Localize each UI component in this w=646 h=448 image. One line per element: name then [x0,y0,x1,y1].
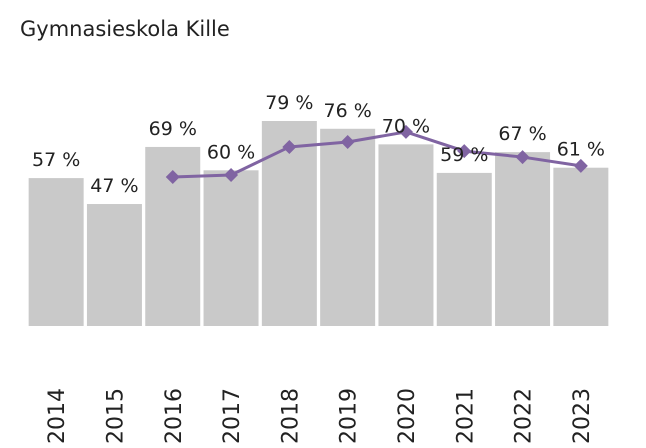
line-marker [573,158,588,173]
line-marker [515,150,530,165]
value-label: 57 % [32,149,80,171]
x-tick-label: 2021 [453,388,478,444]
value-label: 69 % [149,118,197,140]
line-marker [224,167,239,182]
value-label: 70 % [382,115,430,137]
line-marker [340,135,355,150]
bar [495,152,551,326]
line-marker [165,170,180,185]
bar [203,170,259,326]
x-tick-label: 2015 [103,388,128,444]
bar [28,178,84,326]
x-tick-label: 2018 [278,388,303,444]
x-tick-label: 2019 [337,388,362,444]
line-marker [282,139,297,154]
line-marker [398,124,413,139]
x-tick-label: 2017 [220,388,245,444]
x-tick-label: 2022 [512,388,537,444]
line [172,130,582,179]
x-tick-label: 2016 [162,388,187,444]
bar [378,144,434,326]
value-label: 59 % [440,144,488,166]
line-marker [457,144,472,159]
x-tick-label: 2014 [45,388,70,444]
chart-title: Gymnasieskola Kille [20,17,230,41]
x-tick-label: 2020 [395,388,420,444]
value-label: 47 % [90,175,138,197]
value-label: 60 % [207,141,255,163]
x-tick-label: 2023 [570,388,595,444]
bar [436,172,492,326]
bar [553,167,609,326]
value-label: 76 % [324,100,372,122]
value-label: 79 % [265,92,313,114]
bar [86,204,142,326]
value-label: 67 % [498,123,546,145]
bar [320,128,376,326]
value-label: 61 % [557,139,605,161]
